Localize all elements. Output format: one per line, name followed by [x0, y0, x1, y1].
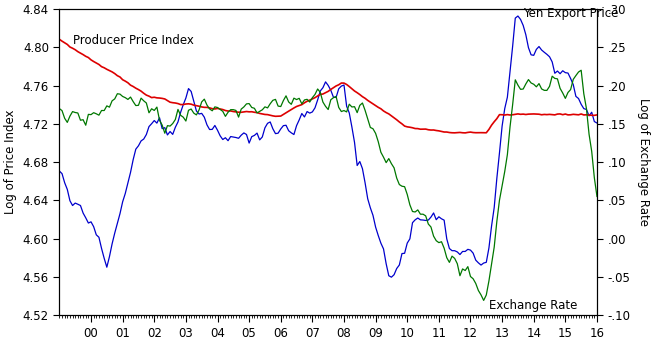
- Text: Yen Export Price: Yen Export Price: [523, 7, 619, 20]
- Y-axis label: Log of Price Index: Log of Price Index: [4, 110, 17, 214]
- Text: Exchange Rate: Exchange Rate: [489, 299, 577, 312]
- Y-axis label: Log of Exchange Rate: Log of Exchange Rate: [637, 98, 650, 226]
- Text: Producer Price Index: Producer Price Index: [73, 34, 194, 46]
